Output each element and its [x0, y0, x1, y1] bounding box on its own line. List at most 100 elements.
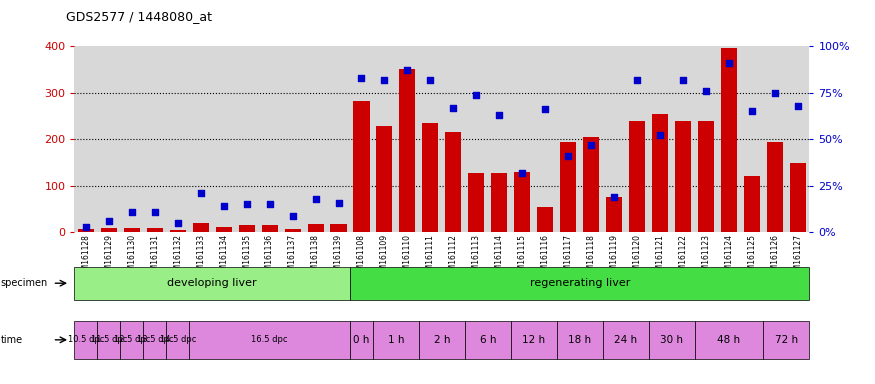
- Bar: [396, 46, 419, 232]
- Text: 1 h: 1 h: [388, 335, 404, 345]
- Bar: [399, 70, 416, 232]
- Point: [561, 153, 575, 159]
- Text: developing liver: developing liver: [167, 278, 257, 288]
- Bar: [629, 121, 645, 232]
- Bar: [672, 46, 695, 232]
- Bar: [376, 126, 393, 232]
- Point: [217, 203, 231, 209]
- Point: [791, 103, 805, 109]
- Bar: [537, 207, 553, 232]
- Point: [424, 76, 438, 83]
- Bar: [170, 230, 186, 232]
- Point: [332, 199, 346, 205]
- Point: [538, 106, 552, 113]
- Point: [262, 201, 276, 207]
- Point: [148, 209, 162, 215]
- Point: [102, 218, 116, 224]
- Text: GDS2577 / 1448080_at: GDS2577 / 1448080_at: [66, 10, 212, 23]
- Bar: [468, 173, 485, 232]
- Bar: [626, 46, 648, 232]
- Point: [493, 112, 507, 118]
- Text: 30 h: 30 h: [660, 335, 683, 345]
- Bar: [262, 225, 277, 232]
- Point: [676, 76, 690, 83]
- Bar: [766, 142, 783, 232]
- Bar: [419, 46, 442, 232]
- Bar: [442, 46, 465, 232]
- Bar: [556, 46, 580, 232]
- Bar: [258, 46, 281, 232]
- Bar: [166, 46, 189, 232]
- Text: 72 h: 72 h: [775, 335, 798, 345]
- Bar: [721, 48, 737, 232]
- Point: [768, 89, 782, 96]
- Bar: [698, 121, 714, 232]
- Bar: [97, 46, 121, 232]
- Bar: [695, 46, 717, 232]
- Bar: [331, 224, 346, 232]
- Point: [193, 190, 207, 196]
- Bar: [445, 132, 461, 232]
- Bar: [583, 137, 599, 232]
- Point: [240, 201, 254, 207]
- Bar: [511, 46, 534, 232]
- Text: 2 h: 2 h: [434, 335, 450, 345]
- Bar: [327, 46, 350, 232]
- Bar: [235, 46, 258, 232]
- Bar: [488, 46, 511, 232]
- Point: [446, 104, 460, 111]
- Bar: [284, 228, 301, 232]
- Bar: [465, 46, 488, 232]
- Text: 0 h: 0 h: [354, 335, 369, 345]
- Point: [607, 194, 621, 200]
- Text: 6 h: 6 h: [480, 335, 496, 345]
- Bar: [78, 228, 94, 232]
- Bar: [790, 164, 806, 232]
- Point: [722, 60, 736, 66]
- Bar: [350, 46, 373, 232]
- Bar: [560, 142, 577, 232]
- Bar: [121, 46, 144, 232]
- Bar: [744, 177, 760, 232]
- Text: specimen: specimen: [1, 278, 48, 288]
- Bar: [215, 227, 232, 232]
- Bar: [281, 46, 304, 232]
- Bar: [675, 121, 691, 232]
- Text: 16.5 dpc: 16.5 dpc: [251, 335, 288, 344]
- Point: [699, 88, 713, 94]
- Bar: [718, 46, 740, 232]
- Text: 18 h: 18 h: [568, 335, 592, 345]
- Bar: [740, 46, 763, 232]
- Text: regenerating liver: regenerating liver: [529, 278, 630, 288]
- Text: 14.5 dpc: 14.5 dpc: [159, 335, 196, 344]
- Bar: [603, 46, 626, 232]
- Text: 48 h: 48 h: [718, 335, 740, 345]
- Text: 12 h: 12 h: [522, 335, 545, 345]
- Point: [377, 76, 391, 83]
- Bar: [147, 228, 163, 232]
- Text: 11.5 dpc: 11.5 dpc: [91, 335, 127, 344]
- Bar: [192, 223, 209, 232]
- Point: [469, 91, 483, 98]
- Text: 10.5 dpc: 10.5 dpc: [67, 335, 104, 344]
- Text: 13.5 dpc: 13.5 dpc: [136, 335, 173, 344]
- Point: [515, 170, 529, 176]
- Bar: [123, 228, 140, 232]
- Bar: [354, 101, 369, 232]
- Point: [354, 74, 368, 81]
- Bar: [307, 224, 324, 232]
- Bar: [144, 46, 166, 232]
- Point: [401, 67, 415, 73]
- Point: [79, 223, 93, 230]
- Bar: [514, 172, 530, 232]
- Point: [745, 108, 759, 114]
- Bar: [652, 114, 668, 232]
- Bar: [534, 46, 556, 232]
- Text: 12.5 dpc: 12.5 dpc: [114, 335, 150, 344]
- Bar: [580, 46, 603, 232]
- Point: [125, 209, 139, 215]
- Bar: [491, 173, 508, 232]
- Bar: [648, 46, 672, 232]
- Bar: [189, 46, 213, 232]
- Point: [584, 142, 598, 148]
